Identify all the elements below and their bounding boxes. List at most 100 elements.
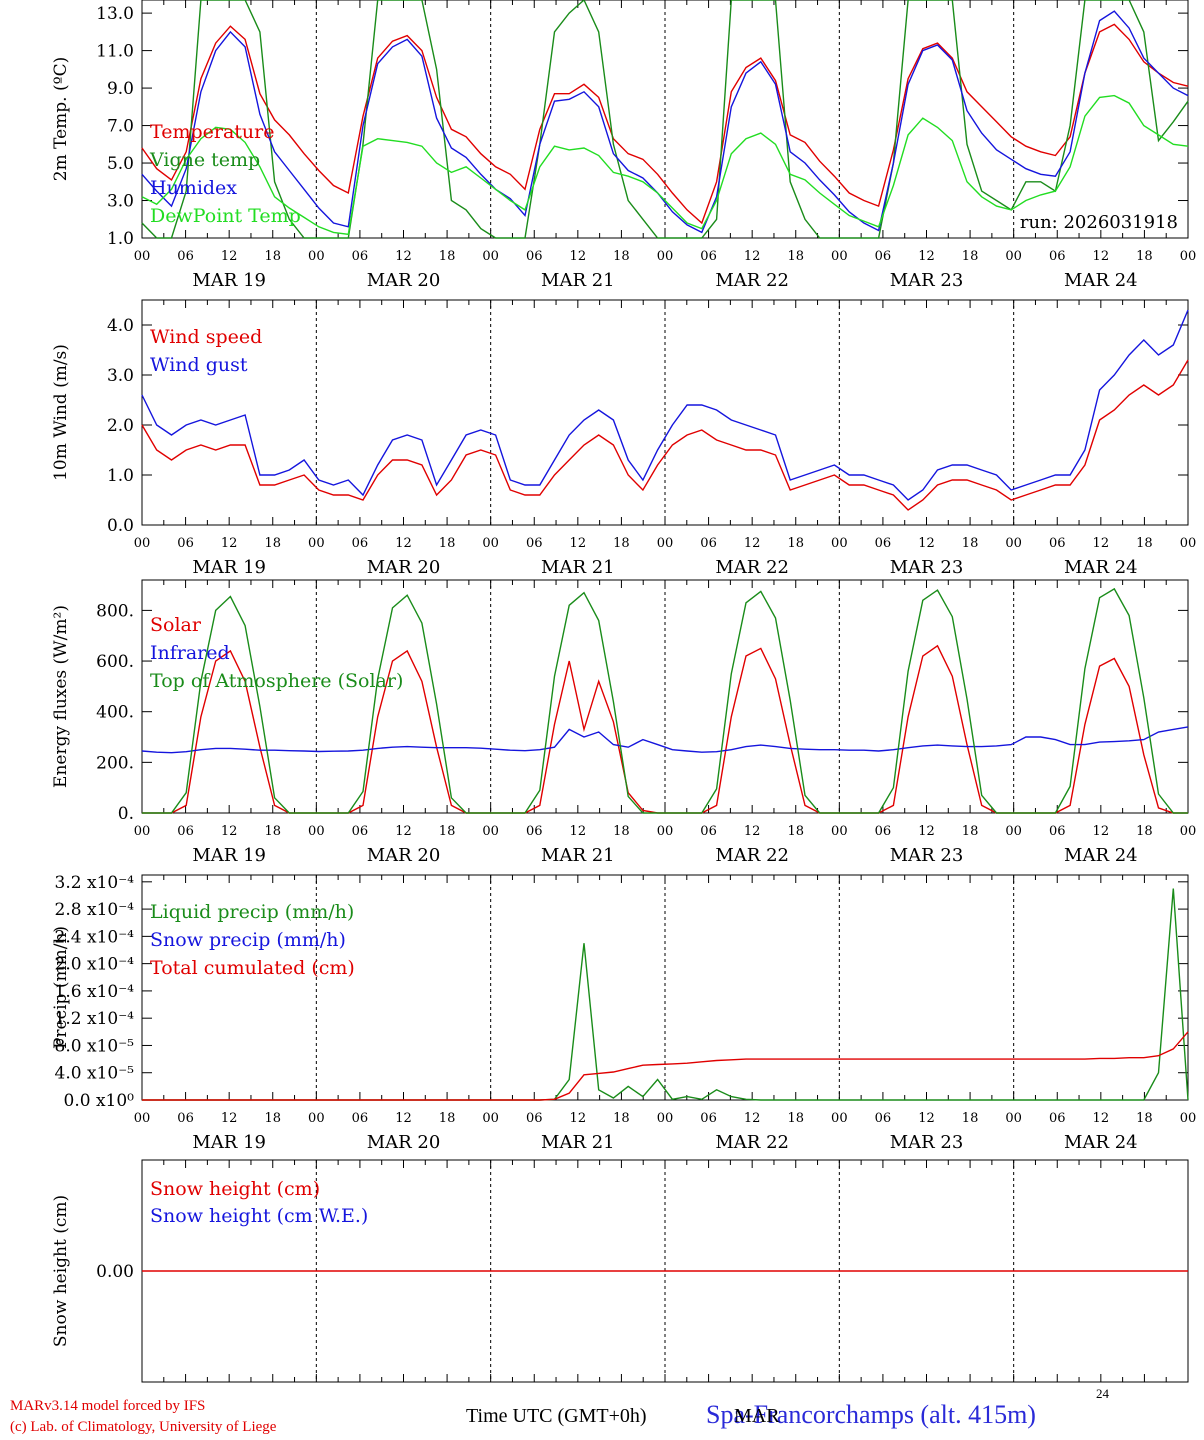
- x-tick-label: 00: [134, 1111, 151, 1126]
- legend-entry: Humidex: [150, 177, 237, 199]
- x-tick-label: 18: [613, 1111, 630, 1126]
- day-label: MAR 24: [1064, 1132, 1138, 1153]
- y-tick-label: 3.0: [107, 366, 134, 386]
- legend-entry: Liquid precip (mm/h): [150, 901, 354, 923]
- legend-entry: Snow height (cm): [150, 1178, 320, 1200]
- x-tick-label: 12: [221, 1111, 238, 1126]
- x-tick-label: 18: [264, 249, 281, 264]
- x-tick-label: 18: [439, 249, 456, 264]
- x-tick-label: 00: [482, 536, 499, 551]
- x-tick-label: 18: [439, 1111, 456, 1126]
- panel-4: Precip (mm/h): [51, 874, 1189, 1101]
- y-tick-label: 800.: [96, 601, 134, 621]
- y-axis-label: Snow height (cm): [51, 1195, 71, 1347]
- x-tick-label: 00: [1180, 249, 1197, 264]
- y-tick-label: 0.: [118, 804, 134, 824]
- day-label: MAR 24: [1064, 557, 1138, 578]
- x-tick-label: 06: [352, 249, 369, 264]
- x-tick-label: 06: [526, 1111, 543, 1126]
- station-title: Spa-Francorchamps (alt. 415m): [706, 1400, 1036, 1430]
- x-tick-label: 18: [264, 1111, 281, 1126]
- day-label: MAR 21: [541, 1132, 615, 1153]
- y-tick-label: 3.0: [107, 192, 134, 212]
- x-tick-label: 00: [1180, 1111, 1197, 1126]
- y-tick-label: 4.0 x10⁻⁵: [55, 1064, 135, 1084]
- series-line-humidex: [141, 10, 1189, 234]
- x-tick-label: 00: [482, 824, 499, 839]
- y-tick-label: 600.: [96, 652, 134, 672]
- panel-2: 10m Wind (m/s): [51, 299, 1189, 526]
- y-tick-label: 7.0: [107, 117, 134, 137]
- x-tick-label: 00: [134, 249, 151, 264]
- y-tick-label: 2.0 x10⁻⁴: [55, 955, 135, 975]
- x-tick-label: 06: [875, 1111, 892, 1126]
- x-tick-label: 18: [613, 249, 630, 264]
- y-tick-label: 11.0: [96, 42, 134, 62]
- legend-entry: Snow height (cm W.E.): [150, 1205, 368, 1227]
- y-tick-label: 200.: [96, 753, 134, 773]
- x-tick-label: 18: [962, 536, 979, 551]
- day-label: MAR 19: [192, 845, 266, 866]
- day-label: MAR 24: [1064, 270, 1138, 291]
- day-label: MAR 20: [367, 270, 441, 291]
- overlap-mar-label: MAR: [734, 1405, 780, 1427]
- x-tick-label: 06: [875, 249, 892, 264]
- x-tick-label: 00: [308, 1111, 325, 1126]
- x-tick-label: 12: [395, 536, 412, 551]
- x-tick-label: 00: [134, 824, 151, 839]
- y-tick-label: 1.2 x10⁻⁴: [55, 1009, 135, 1029]
- day-label: MAR 22: [715, 845, 789, 866]
- x-tick-label: 12: [918, 536, 935, 551]
- x-tick-label: 00: [1005, 824, 1022, 839]
- x-tick-label: 18: [1136, 249, 1153, 264]
- x-tick-label: 06: [177, 824, 194, 839]
- day-label: MAR 21: [541, 557, 615, 578]
- y-axis-label: Energy fluxes (W/m²): [51, 605, 71, 788]
- day-label: MAR 23: [890, 557, 964, 578]
- y-tick-label: 4.0: [107, 316, 134, 336]
- y-tick-label: 5.0: [107, 154, 134, 174]
- day-label: MAR 20: [367, 845, 441, 866]
- y-tick-label: 2.0: [107, 416, 134, 436]
- x-tick-label: 00: [308, 824, 325, 839]
- x-tick-label: 12: [1093, 824, 1110, 839]
- legend-entry: Total cumulated (cm): [150, 957, 355, 979]
- y-tick-label: 400.: [96, 703, 134, 723]
- x-tick-label: 06: [1049, 536, 1066, 551]
- x-tick-label: 00: [1180, 536, 1197, 551]
- legend-entry: Top of Atmosphere (Solar): [150, 670, 403, 692]
- panel-3: Energy fluxes (W/m²): [51, 579, 1189, 814]
- x-tick-label: 12: [1093, 1111, 1110, 1126]
- x-tick-label: 12: [221, 249, 238, 264]
- y-tick-label: 2.8 x10⁻⁴: [55, 900, 135, 920]
- x-tick-label: 18: [962, 1111, 979, 1126]
- x-tick-label: 12: [744, 536, 761, 551]
- x-tick-label: 18: [439, 824, 456, 839]
- legend-entry: Vigne temp: [149, 149, 260, 171]
- x-tick-label: 06: [700, 536, 717, 551]
- series-line-temperature: [141, 23, 1189, 225]
- x-tick-label: 00: [1180, 824, 1197, 839]
- time-axis-label: Time UTC (GMT+0h): [466, 1405, 647, 1428]
- y-tick-label: 1.0: [107, 229, 134, 249]
- day-label: MAR 20: [367, 557, 441, 578]
- y-tick-label: 2.4 x10⁻⁴: [55, 927, 135, 947]
- x-tick-label: 00: [657, 1111, 674, 1126]
- x-tick-label: 00: [308, 536, 325, 551]
- x-tick-label: 18: [787, 536, 804, 551]
- day-label: MAR 24: [1064, 845, 1138, 866]
- y-tick-label: 3.2 x10⁻⁴: [55, 873, 135, 893]
- time-axis-text: Time UTC (GMT+0h): [466, 1405, 647, 1427]
- x-tick-label: 06: [352, 1111, 369, 1126]
- series-line-top-of-atmosphere-solar-: [142, 587, 1188, 814]
- x-tick-label: 12: [744, 249, 761, 264]
- x-tick-label: 00: [134, 536, 151, 551]
- x-tick-label: 00: [308, 249, 325, 264]
- day-label: MAR 19: [192, 270, 266, 291]
- legend-entry: Solar: [150, 614, 202, 636]
- x-tick-label: 18: [264, 536, 281, 551]
- day-label: MAR 19: [192, 557, 266, 578]
- day-label: MAR 21: [541, 270, 615, 291]
- x-tick-label: 06: [177, 249, 194, 264]
